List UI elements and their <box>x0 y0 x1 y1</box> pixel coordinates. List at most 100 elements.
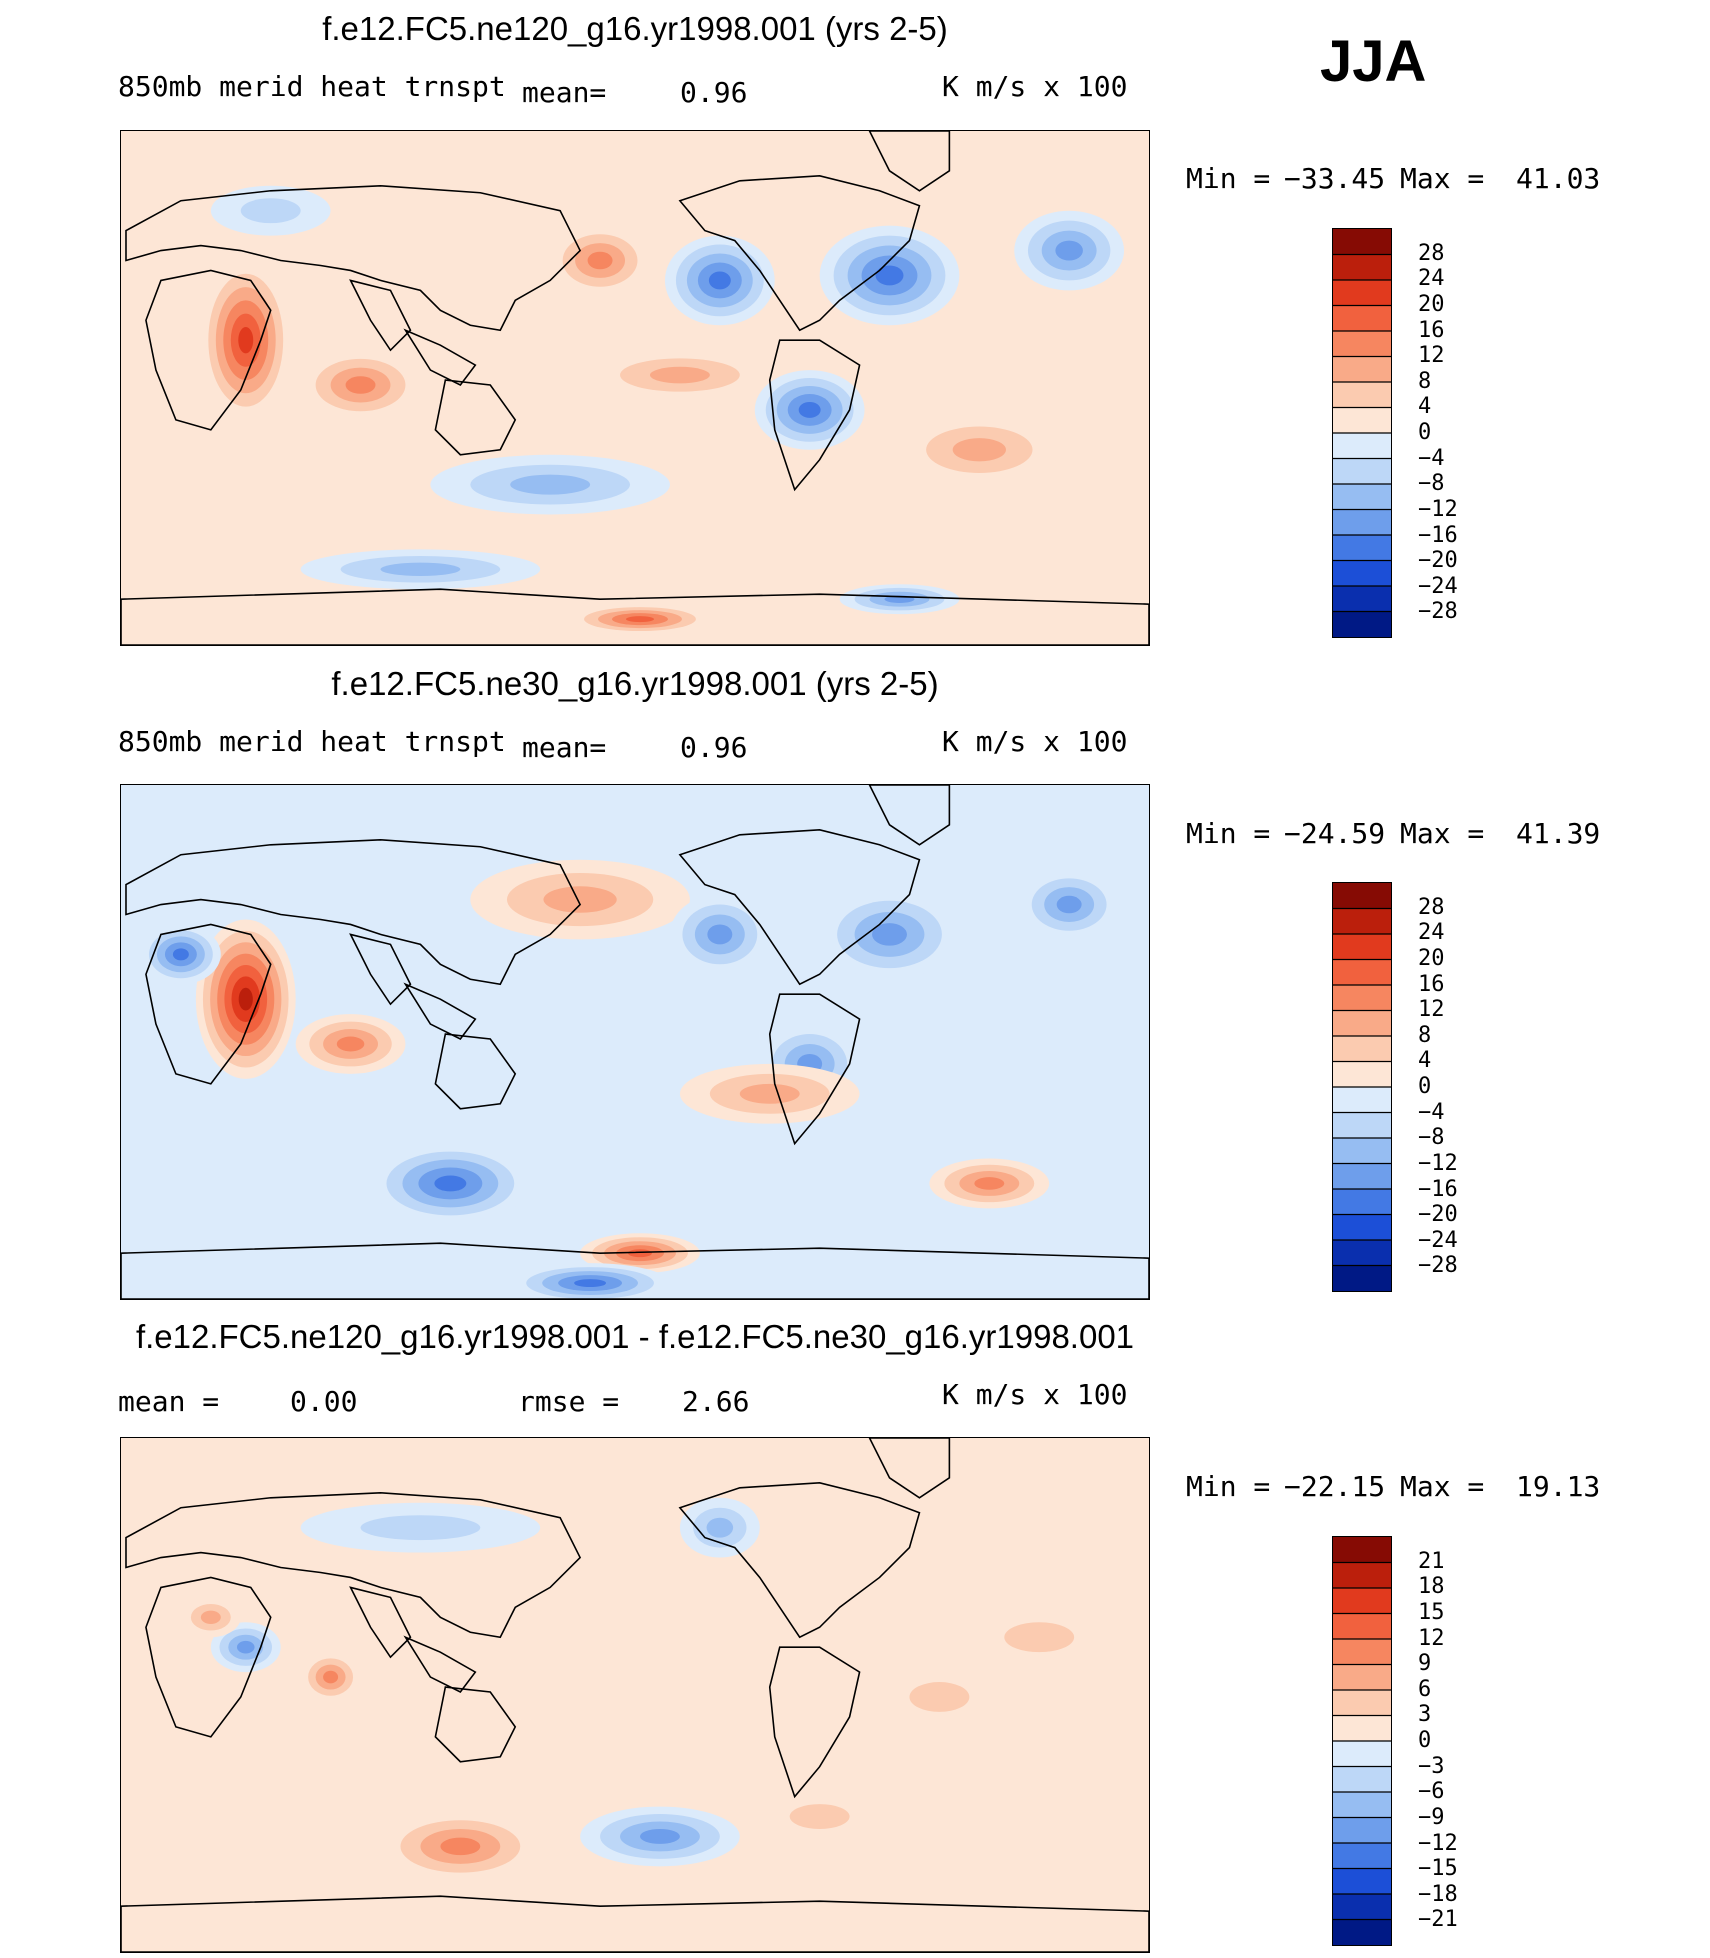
panel3-coastline-2 <box>349 1586 412 1659</box>
panel1-colorbar-segment-12 <box>1333 535 1391 562</box>
panel1-colorbar-tick-label: 28 <box>1418 240 1445 266</box>
panel1-colorbar-segment-4 <box>1333 331 1391 358</box>
panel2-colorbar-segment-5 <box>1333 1010 1391 1037</box>
panel3-coastline-5 <box>678 1482 921 1639</box>
panel3-colorbar-tick-label: 21 <box>1418 1548 1445 1574</box>
panel1-units: K m/s x 100 <box>942 70 1128 103</box>
panel2-colorbar-tick-label: −20 <box>1418 1202 1458 1228</box>
panel2-mean-value: 0.96 <box>680 731 748 764</box>
panel2-colorbar-segment-1 <box>1333 908 1391 935</box>
panel3-colorbar-tick-label: −21 <box>1418 1907 1458 1933</box>
panel2-anomaly-4-level-3 <box>707 924 733 945</box>
panel2-colorbar-segment-9 <box>1333 1112 1391 1139</box>
panel3-colorbar <box>1332 1536 1392 1946</box>
panel2-colorbar-tick-label: −12 <box>1418 1150 1458 1176</box>
panel1-colorbar-segment-13 <box>1333 560 1391 587</box>
panel2-colorbar-tick-label: 20 <box>1418 945 1445 971</box>
panel3-colorbar-segment-5 <box>1333 1664 1391 1691</box>
panel3-colorbar-tick-label: −12 <box>1418 1830 1458 1856</box>
panel3-max-value: 19.13 <box>1516 1470 1601 1503</box>
panel1-max-value: 41.03 <box>1516 162 1601 195</box>
panel1-anomaly-3-level-4 <box>708 271 731 290</box>
panel3-anomaly-7-level-1 <box>909 1682 970 1712</box>
panel1-colorbar-tick-label: 0 <box>1418 420 1432 445</box>
panel1-colorbar-tick-label: −8 <box>1418 471 1445 497</box>
panel2-coastline-2 <box>349 933 412 1006</box>
panel1-colorbar-segment-1 <box>1333 254 1391 281</box>
panel2-colorbar-segment-6 <box>1333 1036 1391 1063</box>
panel3-anomaly-5-level-2 <box>706 1517 734 1538</box>
panel2-anomaly-11-level-3 <box>974 1177 1005 1190</box>
panel1-anomaly-2-level-3 <box>587 251 613 270</box>
panel1-min-value: −33.45 <box>1284 162 1386 195</box>
panel3-units: K m/s x 100 <box>942 1378 1128 1411</box>
panel2-map-svg <box>121 785 1149 1299</box>
panel3-colorbar-segment-9 <box>1333 1766 1391 1793</box>
panel1-anomaly-6-level-2 <box>649 366 710 384</box>
panel3-anomaly-2-level-3 <box>323 1670 339 1684</box>
panel1-title: f.e12.FC5.ne120_g16.yr1998.001 (yrs 2-5) <box>322 10 948 47</box>
panel2-anomaly-7-level-4 <box>434 1175 467 1192</box>
panel2-colorbar <box>1332 882 1392 1292</box>
panel1-max-label: Max = <box>1400 162 1485 195</box>
panel3-mean-label: mean = <box>118 1385 220 1418</box>
panel3-anomaly-3-level-3 <box>440 1837 481 1856</box>
panel3-coastline-0 <box>125 1491 582 1639</box>
panel1-map-svg <box>121 131 1149 645</box>
panel3-rmse-label: rmse = <box>518 1385 620 1418</box>
panel1-colorbar-tick-label: −4 <box>1418 445 1445 471</box>
panel1-colorbar-segment-11 <box>1333 509 1391 536</box>
panel3-min-label: Min = <box>1186 1470 1271 1503</box>
panel1-anomaly-12-level-1 <box>240 198 301 224</box>
panel3-colorbar-segment-8 <box>1333 1741 1391 1768</box>
panel1-colorbar-tick-label: 24 <box>1418 266 1445 292</box>
panel2-anomaly-5-level-3 <box>872 923 907 946</box>
panel1-colorbar-tick-label: −24 <box>1418 573 1458 599</box>
panel2-anomaly-12-level-3 <box>1056 895 1082 914</box>
panel2-colorbar-tick-label: −4 <box>1418 1099 1445 1125</box>
panel1-colorbar-segment-15 <box>1333 611 1391 637</box>
panel1-colorbar-tick-label: 12 <box>1418 343 1445 369</box>
panel3-coastline-6 <box>868 1438 951 1499</box>
panel2-colorbar-tick-label: −28 <box>1418 1253 1458 1279</box>
panel1-anomaly-7-level-2 <box>510 474 591 495</box>
panel1-anomaly-5-level-4 <box>798 401 821 418</box>
panel1-coastline-3 <box>403 328 477 387</box>
panel3-anomaly-6-level-1 <box>360 1515 481 1541</box>
panel1-colorbar-segment-5 <box>1333 356 1391 383</box>
panel1-colorbar-segment-14 <box>1333 586 1391 613</box>
panel2-colorbar-segment-4 <box>1333 985 1391 1012</box>
panel3-colorbar-segment-15 <box>1333 1919 1391 1945</box>
panel1-colorbar-tick-label: −20 <box>1418 548 1458 574</box>
panel3-anomaly-0-level-3 <box>236 1640 255 1654</box>
panel2-colorbar-segment-13 <box>1333 1214 1391 1241</box>
panel2-anomaly-3-level-2 <box>543 886 617 913</box>
panel3-colorbar-segment-3 <box>1333 1613 1391 1640</box>
panel1-colorbar-tick-label: −28 <box>1418 599 1458 625</box>
panel2-max-value: 41.39 <box>1516 817 1601 850</box>
panel3-colorbar-segment-7 <box>1333 1715 1391 1742</box>
panel1-anomaly-13-level-3 <box>1055 240 1083 261</box>
panel1-anomaly-9-level-2 <box>380 562 461 576</box>
panel2-colorbar-tick-label: −8 <box>1418 1125 1445 1151</box>
panel3-colorbar-tick-label: −6 <box>1418 1779 1445 1805</box>
panel1-colorbar-tick-label: 16 <box>1418 317 1445 343</box>
panel1-anomaly-1-level-3 <box>345 376 376 394</box>
panel2-anomaly-1-level-4 <box>172 948 189 961</box>
panel1-anomaly-8-level-2 <box>952 438 1006 462</box>
panel3-colorbar-segment-14 <box>1333 1894 1391 1921</box>
panel2-coastline-1 <box>145 923 272 1085</box>
panel3-colorbar-segment-10 <box>1333 1792 1391 1819</box>
panel2-colorbar-tick-label: 28 <box>1418 894 1445 920</box>
panel3-colorbar-segment-12 <box>1333 1843 1391 1870</box>
panel1-anomaly-0-level-5 <box>238 326 254 354</box>
panel2-field-label: 850mb merid heat trnspt <box>118 725 506 758</box>
panel3-coastline-4 <box>434 1686 517 1763</box>
panel2-anomaly-8-level-2 <box>739 1083 800 1104</box>
panel2-coastline-8 <box>121 1242 1149 1299</box>
panel2-units: K m/s x 100 <box>942 725 1128 758</box>
panel3-colorbar-segment-2 <box>1333 1588 1391 1615</box>
panel3-colorbar-tick-label: −18 <box>1418 1881 1458 1907</box>
panel3-rmse-value: 2.66 <box>682 1385 750 1418</box>
panel2-colorbar-tick-label: 0 <box>1418 1074 1432 1099</box>
